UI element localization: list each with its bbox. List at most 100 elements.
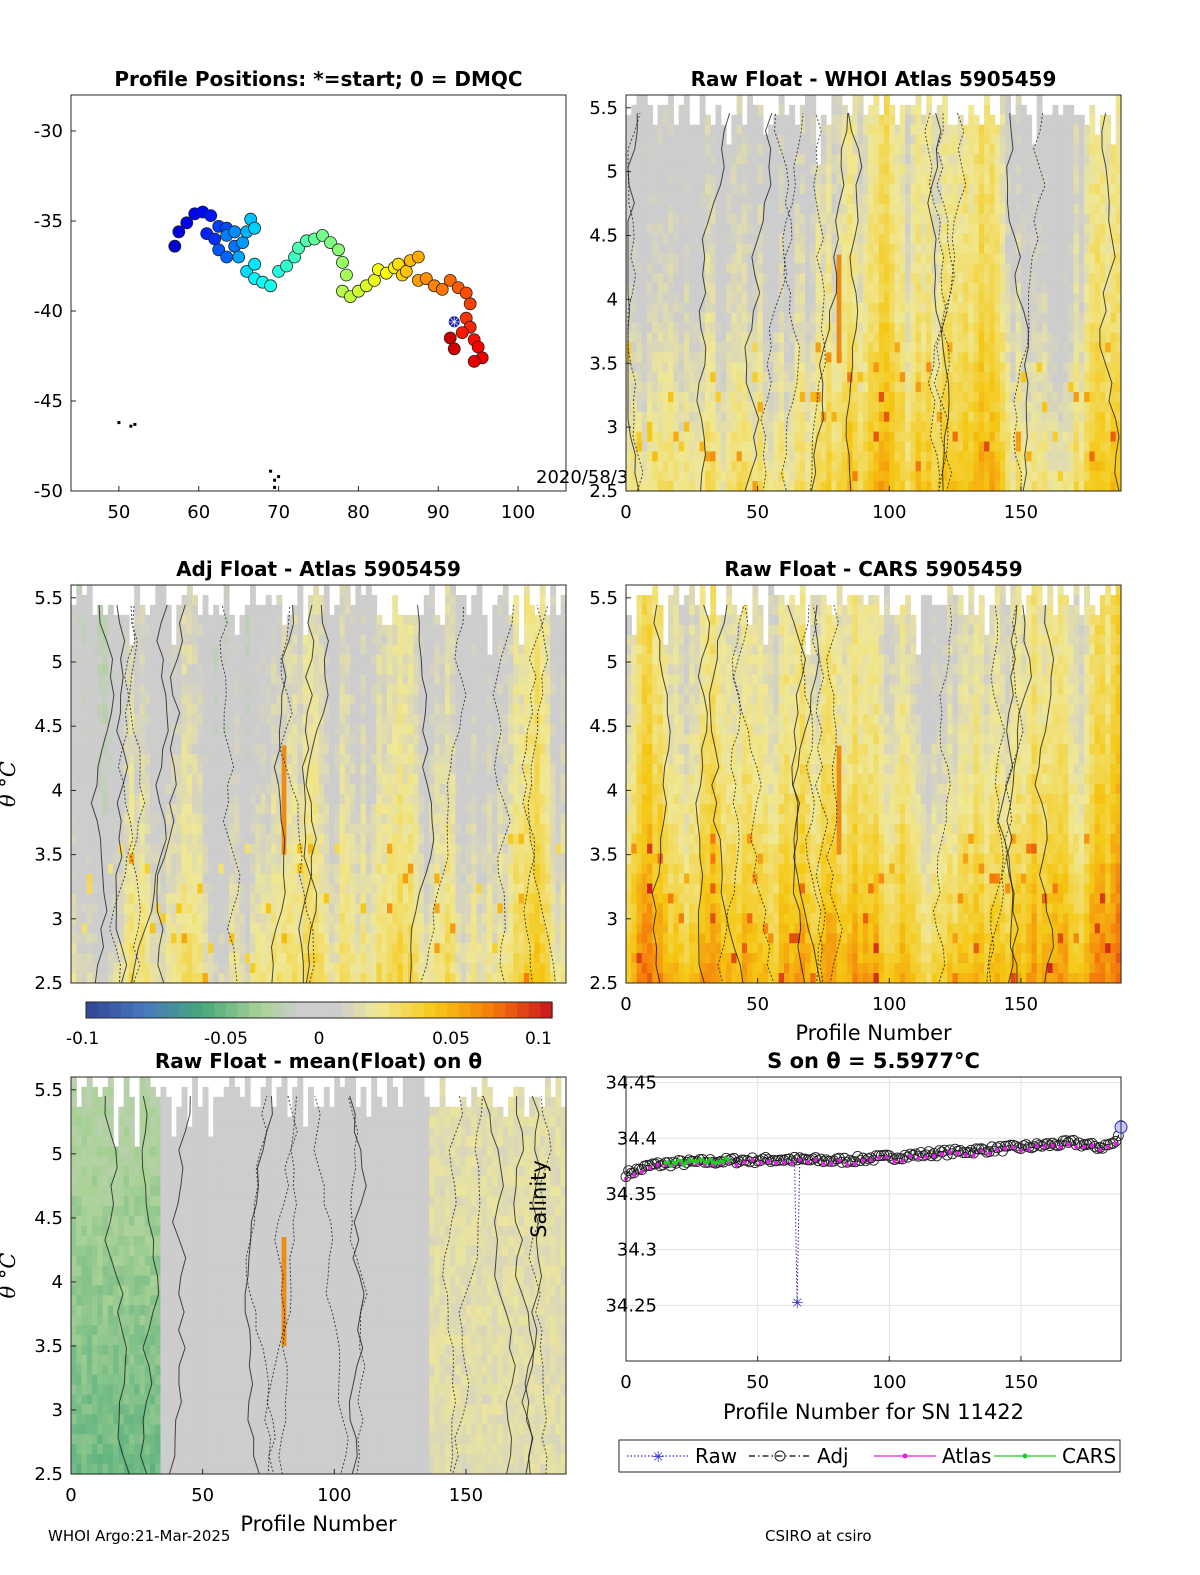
raw-whoi-cell [768, 194, 775, 205]
raw-whoi-cell [810, 144, 817, 155]
raw-whoi-cell [915, 174, 922, 185]
adj-atlas-cell [234, 654, 241, 666]
adj-atlas-cell [186, 644, 193, 656]
raw-whoi-cell [973, 223, 980, 235]
adj-atlas-cell [192, 744, 198, 755]
adj-atlas-cell [160, 823, 167, 835]
raw-whoi-cell [626, 263, 632, 274]
adj-atlas-cell [207, 784, 214, 795]
raw-whoi-cell [1047, 273, 1054, 284]
raw-whoi-cell [1005, 114, 1011, 126]
raw-whoi-cell [689, 421, 696, 433]
raw-whoi-cell [1084, 253, 1090, 264]
adj-atlas-cell [71, 724, 77, 735]
raw-whoi-cell [641, 253, 648, 264]
raw-whoi-cell [757, 411, 764, 423]
raw-whoi-cell [852, 223, 859, 235]
raw-whoi-cell [1089, 302, 1096, 314]
raw-whoi-cell [662, 312, 669, 324]
adj-atlas-cell [150, 684, 156, 695]
adj-atlas-cell [92, 624, 98, 636]
raw-whoi-cell [1063, 273, 1069, 284]
raw-whoi-cell [984, 421, 990, 433]
raw-whoi-cell [1005, 392, 1011, 403]
raw-whoi-cell [794, 411, 801, 423]
raw-whoi-cell [1042, 293, 1048, 304]
adj-atlas-cell [102, 664, 109, 676]
raw-whoi-cell [699, 411, 706, 423]
raw-whoi-cell [768, 352, 775, 363]
raw-whoi-cell [641, 194, 648, 205]
raw-whoi-cell [1031, 332, 1038, 344]
raw-whoi-cell [773, 401, 780, 413]
raw-whoi-cell [920, 253, 927, 264]
raw-whoi-cell [1078, 421, 1085, 433]
raw-whoi-cell [694, 352, 701, 363]
raw-whoi-cell [699, 431, 706, 443]
raw-whoi-cell [868, 481, 875, 492]
raw-whoi-cell [868, 471, 875, 482]
raw-whoi-cell [1105, 283, 1112, 294]
raw-whoi-cell [747, 392, 753, 403]
raw-whoi-cell [1042, 233, 1048, 245]
raw-whoi-cell [1094, 253, 1101, 264]
raw-whoi-cell [847, 332, 854, 344]
raw-whoi-cell [942, 194, 948, 205]
adj-atlas-cell [207, 694, 214, 705]
raw-whoi-cell [1047, 411, 1054, 423]
raw-whoi-cell [626, 283, 632, 294]
adj-atlas-cell [234, 963, 241, 974]
raw-whoi-cell [741, 332, 748, 344]
raw-whoi-cell [978, 451, 985, 462]
raw-whoi-cell [668, 401, 674, 413]
raw-whoi-cell [1042, 134, 1048, 146]
raw-whoi-cell [731, 362, 738, 373]
raw-whoi-cell [778, 421, 785, 433]
raw-whoi-cell [799, 352, 806, 363]
adj-atlas-cell [81, 833, 88, 845]
raw-whoi-cell [784, 134, 790, 146]
raw-whoi-cell [747, 461, 753, 472]
raw-whoi-cell [989, 362, 996, 373]
raw-whoi-cell [942, 352, 948, 363]
raw-whoi-cell [1094, 392, 1101, 403]
raw-whoi-cell [794, 263, 801, 274]
raw-whoi-cell [868, 372, 875, 383]
raw-whoi-cell [1036, 194, 1043, 205]
adj-atlas-cell [234, 714, 241, 725]
adj-atlas-cell [155, 923, 162, 934]
adj-atlas-cell [207, 684, 214, 695]
adj-atlas-cell [239, 694, 246, 705]
raw-whoi-cell [1099, 302, 1106, 314]
raw-whoi-cell [689, 461, 696, 472]
adj-atlas-cell [150, 774, 156, 785]
raw-whoi-cell [747, 342, 753, 353]
raw-whoi-cell [973, 184, 980, 195]
raw-whoi-cell [1042, 441, 1048, 452]
adj-atlas-cell [160, 764, 167, 775]
raw-whoi-cell [1089, 382, 1096, 393]
raw-whoi-cell [757, 461, 764, 472]
raw-whoi-cell [878, 273, 885, 284]
raw-whoi-cell [905, 411, 911, 423]
raw-whoi-cell [952, 213, 959, 225]
raw-whoi-cell [1110, 431, 1117, 443]
raw-whoi-cell [878, 174, 885, 185]
adj-atlas-cell [197, 774, 204, 785]
raw-whoi-cell [752, 451, 759, 462]
adj-atlas-cell [128, 953, 135, 964]
raw-whoi-cell [631, 283, 638, 294]
adj-atlas-cell [197, 953, 204, 964]
raw-whoi-cell [841, 104, 848, 116]
raw-whoi-cell [773, 322, 780, 334]
raw-whoi-cell [989, 372, 996, 383]
raw-whoi-cell [1031, 401, 1038, 413]
raw-whoi-cell [1099, 233, 1106, 245]
adj-atlas-cell [92, 784, 98, 795]
raw-whoi-cell [668, 441, 674, 452]
raw-whoi-cell [805, 283, 811, 294]
raw-whoi-cell [947, 124, 954, 136]
adj-atlas-cell [202, 823, 209, 835]
raw-whoi-cell [857, 203, 864, 215]
raw-whoi-cell [978, 421, 985, 433]
